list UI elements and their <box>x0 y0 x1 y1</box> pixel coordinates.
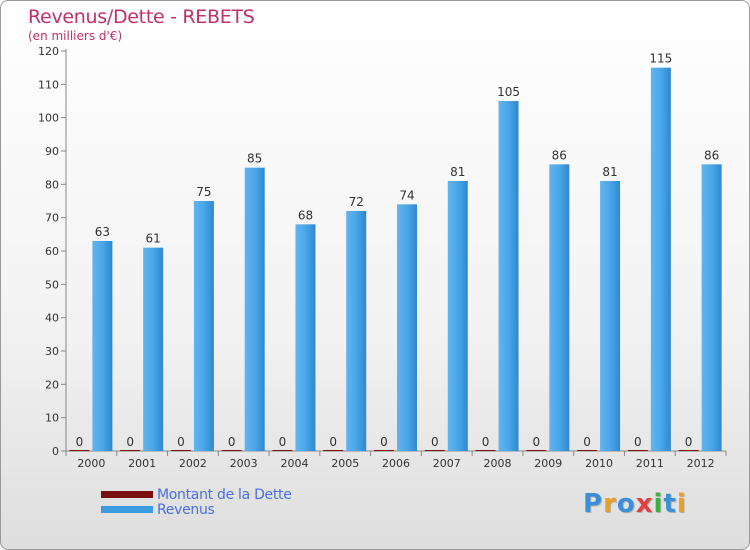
y-tick-label: 50 <box>45 278 59 291</box>
data-label-revenus: 68 <box>298 208 313 222</box>
data-label-dette: 0 <box>482 435 490 449</box>
bar-dette <box>627 450 648 451</box>
x-tick-label: 2001 <box>128 457 156 470</box>
y-tick-label: 60 <box>45 245 59 258</box>
bar-revenus <box>92 241 113 451</box>
legend-swatch-revenus <box>101 506 153 513</box>
data-label-revenus: 115 <box>649 52 672 66</box>
logo-letter: P <box>583 489 604 519</box>
bar-revenus <box>397 204 417 451</box>
data-label-dette: 0 <box>177 435 185 449</box>
data-label-dette: 0 <box>431 435 439 449</box>
proxiti-logo: Proxiti <box>583 489 687 519</box>
x-tick-label: 2005 <box>331 457 359 470</box>
bar-dette <box>170 450 191 451</box>
y-tick-label: 120 <box>38 45 59 58</box>
bar-revenus <box>193 201 214 451</box>
bar-revenus <box>244 167 265 451</box>
data-label-revenus: 74 <box>399 188 414 202</box>
x-tick-label: 2011 <box>636 457 664 470</box>
bar-revenus <box>498 101 519 451</box>
bar-dette <box>475 450 496 451</box>
legend-label-revenus: Revenus <box>157 501 215 518</box>
logo-letter: o <box>616 489 636 519</box>
x-tick-label: 2006 <box>382 457 410 470</box>
bar-dette <box>69 450 90 451</box>
logo-letter: x <box>635 489 654 519</box>
bar-revenus <box>701 164 722 452</box>
data-label-revenus: 75 <box>196 185 211 199</box>
x-tick-label: 2002 <box>179 457 207 470</box>
x-tick-label: 2007 <box>433 457 461 470</box>
legend-label-dette: Montant de la Dette <box>157 486 292 503</box>
data-label-revenus: 72 <box>349 195 364 209</box>
logo-letter: i <box>676 489 687 519</box>
legend: Montant de la Dette Revenus <box>101 486 292 518</box>
bar-dette <box>323 450 344 451</box>
x-tick-label: 2004 <box>280 457 308 470</box>
y-tick-label: 20 <box>45 378 59 391</box>
bar-dette <box>120 450 141 451</box>
data-label-revenus: 85 <box>247 152 262 166</box>
bar-dette <box>272 450 293 451</box>
logo-letter: r <box>603 489 617 519</box>
data-label-revenus: 81 <box>450 165 465 179</box>
data-label-revenus: 86 <box>704 148 719 162</box>
data-label-revenus: 86 <box>552 148 567 162</box>
data-label-revenus: 81 <box>602 165 617 179</box>
chart-title: Revenus/Dette - REBETS <box>28 6 255 28</box>
y-tick-label: 90 <box>45 145 59 158</box>
y-tick-label: 30 <box>45 345 59 358</box>
bar-revenus <box>143 247 164 451</box>
x-tick-label: 2000 <box>77 457 105 470</box>
bar-revenus <box>549 164 570 452</box>
bar-revenus <box>346 211 367 451</box>
data-label-revenus: 105 <box>497 85 520 99</box>
x-tick-label: 2009 <box>534 457 562 470</box>
y-tick-label: 80 <box>45 178 59 191</box>
data-label-dette: 0 <box>685 435 693 449</box>
y-tick-label: 100 <box>38 112 59 125</box>
data-label-dette: 0 <box>279 435 287 449</box>
bar-dette <box>678 450 699 451</box>
y-tick-label: 40 <box>45 312 59 325</box>
data-label-dette: 0 <box>380 435 388 449</box>
logo-letter: t <box>663 489 677 519</box>
data-label-dette: 0 <box>228 435 236 449</box>
logo-letter: i <box>653 489 664 519</box>
data-label-dette: 0 <box>126 435 134 449</box>
bar-revenus <box>650 67 671 452</box>
legend-item-dette: Montant de la Dette <box>101 486 292 503</box>
data-label-dette: 0 <box>329 435 337 449</box>
data-label-revenus: 63 <box>95 225 110 239</box>
x-tick-label: 2008 <box>484 457 512 470</box>
y-tick-label: 70 <box>45 212 59 225</box>
bar-dette <box>577 450 598 451</box>
y-tick-label: 0 <box>52 445 59 458</box>
bar-dette <box>221 450 242 451</box>
bar-dette <box>374 450 394 451</box>
legend-item-revenus: Revenus <box>101 501 292 518</box>
y-tick-label: 110 <box>38 78 59 91</box>
x-tick-label: 2012 <box>687 457 715 470</box>
bar-dette <box>526 450 547 451</box>
x-tick-label: 2003 <box>230 457 258 470</box>
data-label-dette: 0 <box>532 435 540 449</box>
data-label-dette: 0 <box>76 435 84 449</box>
legend-swatch-dette <box>101 491 153 498</box>
bar-dette <box>424 450 445 451</box>
data-label-dette: 0 <box>634 435 642 449</box>
x-tick-label: 2010 <box>585 457 613 470</box>
y-tick-label: 10 <box>45 412 59 425</box>
chart-subtitle: (en milliers d'€) <box>28 29 123 43</box>
data-label-revenus: 61 <box>146 232 161 246</box>
bar-revenus <box>295 224 316 451</box>
data-label-dette: 0 <box>583 435 591 449</box>
bar-revenus <box>447 181 468 451</box>
bar-revenus <box>600 181 621 451</box>
